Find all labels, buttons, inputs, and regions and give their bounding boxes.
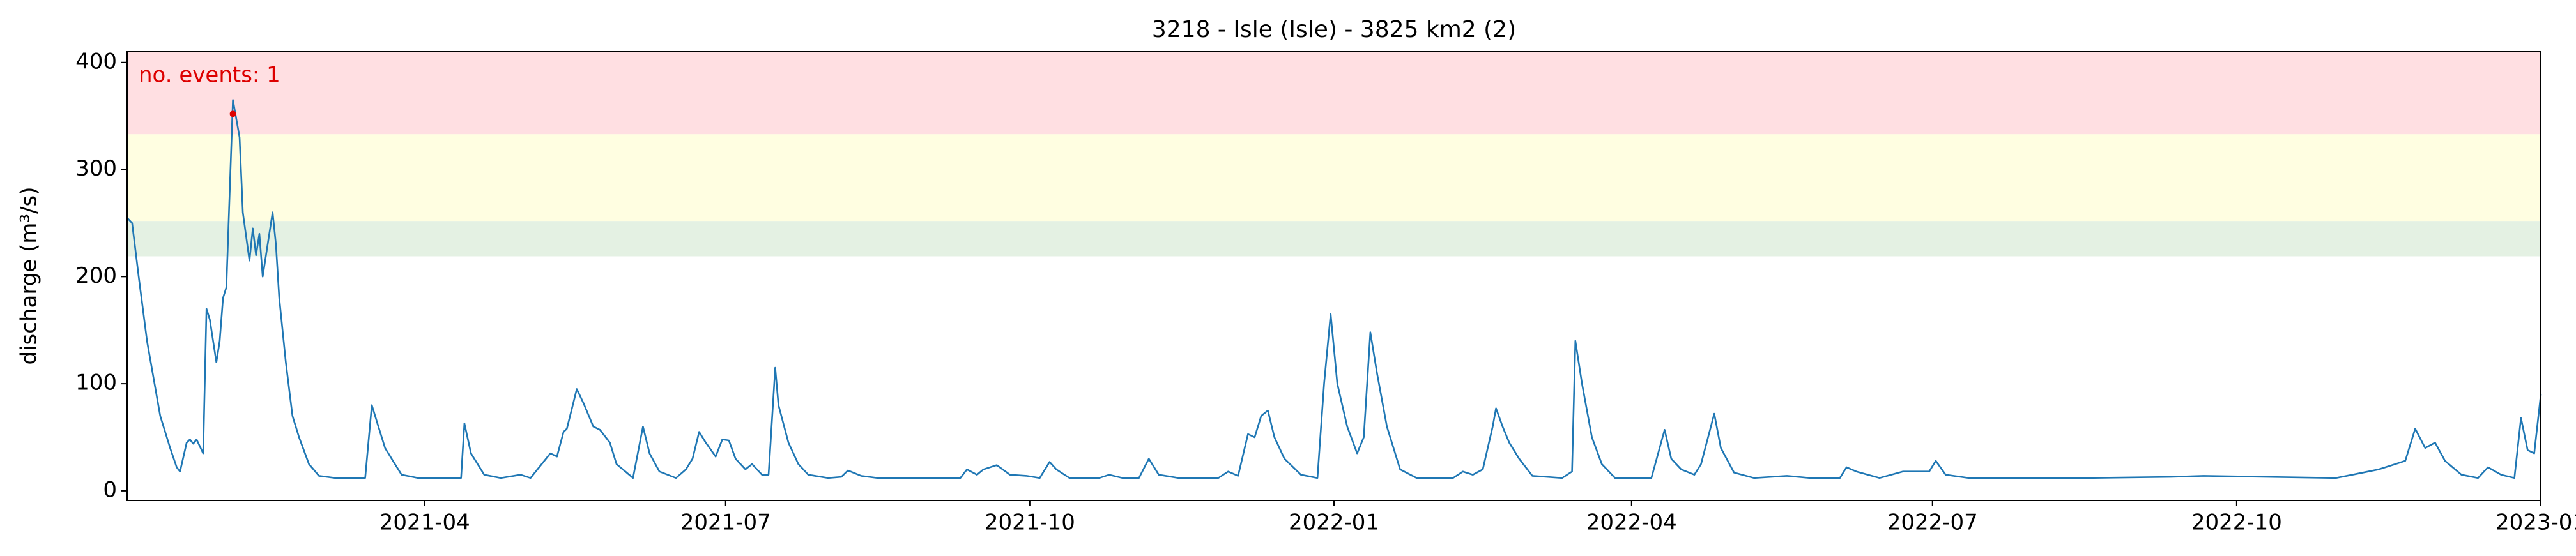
y-axis-label: discharge (m³/s) <box>17 187 42 365</box>
y-tick-label: 300 <box>75 156 117 181</box>
y-tick-label: 0 <box>103 477 117 502</box>
x-tick-label: 2022-04 <box>1586 510 1677 536</box>
x-tick-label: 2022-10 <box>2191 510 2282 536</box>
threshold-band <box>127 221 2541 257</box>
chart-title: 3218 - Isle (Isle) - 3825 km2 (2) <box>1152 17 1516 43</box>
threshold-band <box>127 52 2541 135</box>
x-tick-label: 2021-07 <box>680 510 771 536</box>
axes-frame <box>126 51 2542 501</box>
threshold-band <box>127 134 2541 222</box>
y-tick-label: 400 <box>75 49 117 74</box>
y-tick-label: 200 <box>75 263 117 289</box>
y-tick-label: 100 <box>75 370 117 396</box>
x-tick-label: 2022-01 <box>1289 510 1379 536</box>
discharge-line <box>126 99 2542 479</box>
x-tick-label: 2021-10 <box>985 510 1075 536</box>
event-marker <box>229 110 236 117</box>
x-tick-label: 2022-07 <box>1887 510 1978 536</box>
x-tick-label: 2023-01 <box>2496 510 2576 536</box>
x-tick-label: 2021-04 <box>379 510 470 536</box>
event-count: no. events: 1 <box>139 63 280 88</box>
